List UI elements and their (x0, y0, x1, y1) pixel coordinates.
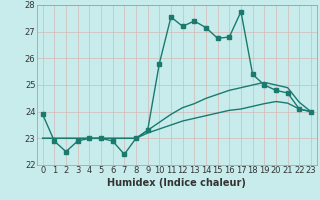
X-axis label: Humidex (Indice chaleur): Humidex (Indice chaleur) (108, 178, 246, 188)
